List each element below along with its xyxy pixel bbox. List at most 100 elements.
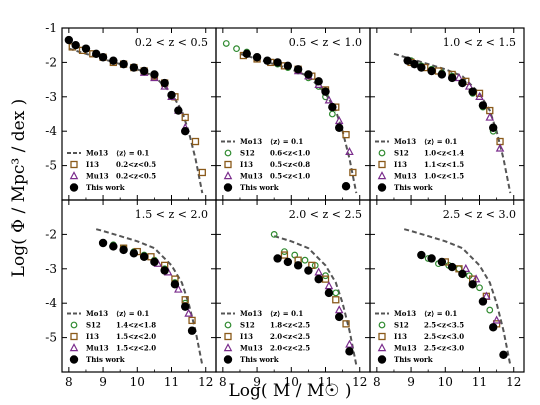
data-point-i13 [191,137,200,146]
data-point-this [304,266,313,275]
legend-label: I13 [394,160,407,169]
legend-swatch [224,332,232,341]
mo13-line [403,228,512,366]
legend-entry-s12: S12 1.4<z<1.8 [70,321,156,330]
data-point-mu13 [492,315,501,324]
legend-entry-this: This work [69,355,125,364]
data-point-this [293,261,303,270]
legend-label: Mu13 [394,344,417,353]
data-point-this [64,35,74,45]
data-point-mu13 [184,308,193,317]
legend-swatch [223,183,233,192]
legend-entry-mo13: Mo13 ⟨z⟩ = 0.1 [67,149,149,158]
data-point-s12 [328,110,336,118]
data-point-this [427,254,436,263]
data-point-this [160,78,169,88]
legend-swatch [378,149,386,157]
panel-title: 2.5 < z < 3.0 [443,208,516,221]
data-point-i13 [332,296,340,304]
data-point-this [458,269,467,279]
legend-label: S12 [86,321,101,330]
legend-label: I13 [240,160,253,169]
data-point-this [119,59,128,69]
data-point-this [335,312,344,322]
legend-swatch [378,160,386,169]
x-tick-label: 9 [253,375,261,389]
data-point-mu13 [334,305,344,314]
data-point-this [273,254,282,263]
legend-label: Mo13 [394,309,416,318]
legend-entry-i13: I13 2.0<z<2.5 [224,332,310,341]
panel-title: 1.5 < z < 2.0 [135,208,208,221]
data-point-this [242,49,251,58]
data-point-i13 [475,89,484,98]
data-point-this [283,61,293,71]
legend-swatch [69,355,79,364]
legend-entry-i13: I13 1.1<z<1.5 [378,160,464,169]
legend-entry-i13: I13 1.5<z<2.0 [70,332,156,341]
data-point-this [468,87,477,96]
data-point-this [489,323,498,332]
legend-entry-mu13: Mu13 1.5<z<2.0 [69,343,156,353]
data-point-this [447,262,457,272]
data-point-s12 [222,40,230,47]
data-point-this [499,350,508,359]
legend-label: Mu13 [86,172,109,181]
legend-label: Mo13 [240,309,262,318]
series-this [242,49,351,191]
series-this [403,56,498,132]
data-point-this [181,127,190,136]
legend-label: Mo13 [240,137,262,146]
x-tick-label: 11 [472,375,487,389]
legend-entry-mu13: Mu13 2.0<z<2.5 [223,343,310,353]
x-axis-label: Log( M / M☉ ) [228,381,351,401]
legend-label: S12 [240,321,255,330]
x-tick-label: 10 [284,375,299,389]
legend-range: 2.5<z<3.5 [424,321,464,330]
data-point-this [109,56,118,65]
legend-range: 0.2<z<0.5 [116,160,156,169]
series-mu13 [139,67,190,131]
panel-title: 0.5 < z < 1.0 [289,36,362,49]
data-point-s12 [476,284,483,292]
panel-6: 8 9 10 11 12 2.5 < z < 3.0 Mo13 ⟨z⟩ = 0.1 S12 2.5… [369,199,525,389]
legend-label: Mu13 [240,344,263,353]
data-point-this [437,70,447,79]
legend-label: This work [86,355,125,364]
y-tick-label: -2 [45,227,57,241]
x-tick-label: 12 [506,375,521,389]
panel-2: 0.5 < z < 1.0 Mo13 ⟨z⟩ = 0.1 S12 0.6<z<1.0 I1… [215,27,371,201]
mo13-line [273,235,358,366]
data-point-this [174,106,183,115]
legend-entry-mu13: Mu13 0.2<z<0.5 [69,171,156,181]
data-point-mu13 [314,267,323,276]
legend-entry-i13: I13 0.2<z<0.5 [70,160,156,169]
data-point-this [283,257,293,267]
legend-range: 1.4<z<1.8 [116,321,156,330]
panel-3: 1.0 < z < 1.5 Mo13 ⟨z⟩ = 0.1 S12 1.0<z<1.4 I1… [369,27,525,201]
x-tick-label: 8 [373,375,381,389]
y-tick-label: -5 [45,159,57,173]
panel-frame [369,199,525,373]
x-tick-label: 10 [130,375,145,389]
series-this [98,238,197,335]
legend-entry-this: This work [69,183,125,192]
data-point-this [98,53,108,62]
data-point-mu13 [475,91,484,101]
legend-entry-mu13: Mu13 2.5<z<3.0 [377,343,464,353]
series-mo13 [273,235,358,366]
legend-entry-this: This work [377,183,433,192]
legend-label: Mu13 [240,172,263,181]
data-point-this [427,66,436,76]
legend-swatch [378,321,386,329]
series-s12 [270,230,340,297]
data-point-this [92,49,101,58]
data-point-mu13 [345,146,354,156]
legend-label: This work [394,183,433,192]
data-point-this [167,90,176,100]
data-point-mu13 [495,143,505,152]
data-point-this [170,280,180,289]
